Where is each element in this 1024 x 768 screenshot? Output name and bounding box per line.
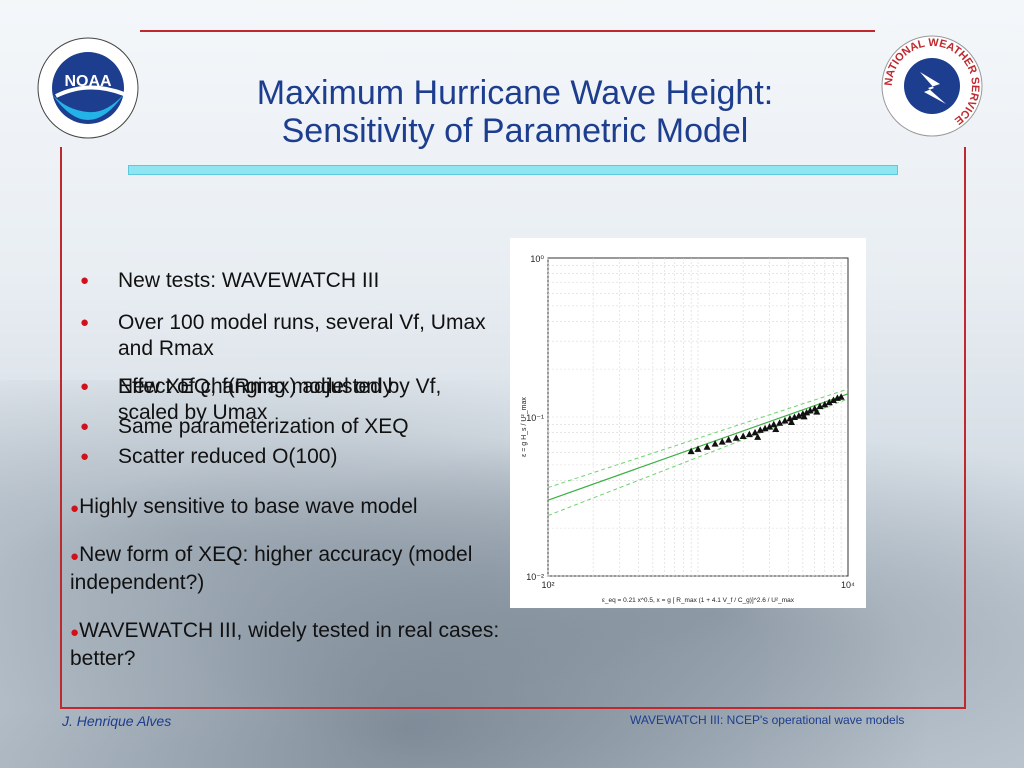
lower-point: ●WAVEWATCH III, widely tested in real ca… (70, 618, 520, 672)
lower-point: ●New form of XEQ: higher accuracy (model… (70, 542, 530, 596)
y-tick-label: 10⁻² (526, 572, 544, 582)
top-rule (140, 30, 875, 32)
x-tick-label: 10⁴ (841, 580, 855, 590)
data-point (732, 434, 740, 441)
data-point (825, 398, 833, 406)
bullet-text: New XEQ, f(Rmax) adjusted by Vf, scaled … (118, 375, 442, 424)
footer-caption: WAVEWATCH III: NCEP's operational wave m… (630, 713, 905, 727)
y-axis-label: ε = g H_s / U²_max (521, 397, 528, 457)
bullet-dot-icon: ● (70, 624, 80, 641)
data-point (821, 400, 829, 408)
noaa-logo-text: NOAA (64, 73, 112, 90)
title-line-2: Sensitivity of Parametric Model (281, 112, 749, 150)
bullet-dot-icon: ● (80, 448, 90, 465)
data-point (718, 438, 726, 445)
lower-point-text: WAVEWATCH III, widely tested in real cas… (70, 619, 500, 670)
data-point (756, 426, 764, 433)
title-underline-bar (128, 165, 898, 175)
footer-author: J. Henrique Alves (62, 713, 172, 729)
data-point (795, 412, 803, 419)
noaa-logo: NOAA (36, 36, 140, 140)
bullet-dot-icon: ● (80, 378, 90, 395)
data-point (751, 428, 759, 436)
bullet-text: New tests: WAVEWATCH III (118, 269, 380, 292)
bullet-dot-icon: ● (70, 548, 80, 565)
bullet-dot-icon: ● (70, 500, 80, 517)
bullet-dot-icon: ● (80, 418, 90, 435)
y-tick-label: 10⁰ (530, 254, 544, 264)
title-line-1: Maximum Hurricane Wave Height: (256, 74, 774, 112)
data-point (829, 396, 837, 403)
lower-point: ●Highly sensitive to base wave model (70, 494, 550, 522)
bullet-text: Effect of changing model only (118, 375, 394, 398)
bullet-text: Same parameterization of XEQ (118, 415, 409, 438)
fit-line-upper (547, 388, 849, 489)
data-point (813, 408, 821, 415)
data-point (816, 402, 824, 410)
x-axis-label: ε_eq = 0.21 x^0.5, x = g [ R_max (1 + 4.… (602, 597, 795, 604)
data-point (745, 430, 753, 438)
bullet-dot-icon: ● (80, 314, 90, 331)
y-tick-label: 10⁻¹ (526, 413, 544, 423)
data-point (806, 406, 814, 414)
data-point (772, 425, 780, 433)
scatter-chart: 10⁰ 10⁻¹ 10⁻² 10² 10⁴ ε = g H_s / U²_max ε_eq … (510, 238, 866, 608)
data-point (694, 445, 702, 452)
lower-point-text: New form of XEQ: higher accuracy (model … (70, 543, 473, 594)
data-point (800, 412, 808, 420)
data-point (725, 436, 733, 443)
x-tick-label: 10² (541, 580, 554, 590)
data-point (703, 443, 711, 450)
data-point (754, 433, 762, 440)
data-point (766, 423, 774, 430)
data-point (803, 408, 811, 416)
data-point (787, 418, 795, 426)
data-point (739, 432, 747, 439)
data-point (687, 447, 695, 455)
bullet-dot-icon: ● (80, 272, 90, 289)
lower-point-text: Highly sensitive to base wave model (79, 495, 418, 518)
bullet-text: Over 100 model runs, several Vf, Umax an… (118, 311, 486, 360)
data-point (770, 420, 778, 428)
slide-frame (60, 147, 966, 709)
data-point (837, 393, 845, 400)
nws-logo: NATIONAL WEATHER SERVICE (880, 34, 984, 138)
data-point (781, 417, 789, 424)
data-point (711, 440, 719, 447)
bullet-text: Scatter reduced O(100) (118, 445, 338, 468)
data-point (776, 419, 784, 426)
slide-title: Maximum Hurricane Wave Height: Sensitivi… (160, 74, 870, 150)
